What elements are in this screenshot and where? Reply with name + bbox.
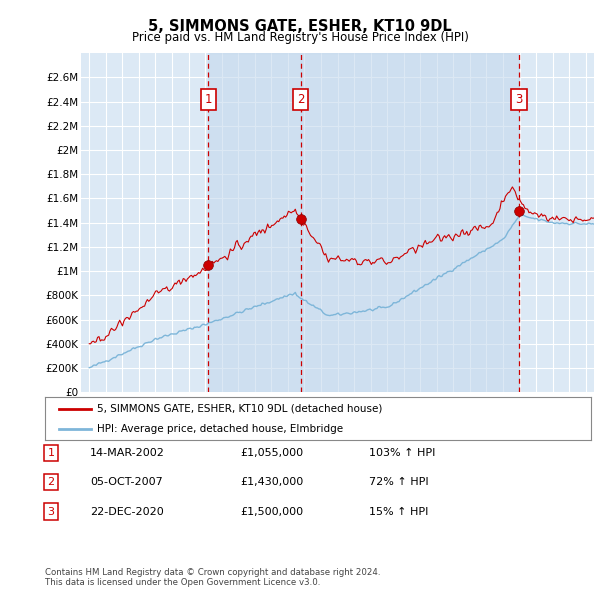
Bar xyxy=(301,53,519,392)
Text: 5, SIMMONS GATE, ESHER, KT10 9DL: 5, SIMMONS GATE, ESHER, KT10 9DL xyxy=(148,19,452,34)
Text: 1: 1 xyxy=(47,448,55,458)
Text: £1,500,000: £1,500,000 xyxy=(240,507,303,516)
Text: Contains HM Land Registry data © Crown copyright and database right 2024.
This d: Contains HM Land Registry data © Crown c… xyxy=(45,568,380,587)
Text: 15% ↑ HPI: 15% ↑ HPI xyxy=(369,507,428,516)
Text: 14-MAR-2002: 14-MAR-2002 xyxy=(90,448,165,458)
Text: 1: 1 xyxy=(205,93,212,106)
Text: 72% ↑ HPI: 72% ↑ HPI xyxy=(369,477,428,487)
Text: £1,055,000: £1,055,000 xyxy=(240,448,303,458)
Text: 5, SIMMONS GATE, ESHER, KT10 9DL (detached house): 5, SIMMONS GATE, ESHER, KT10 9DL (detach… xyxy=(97,404,382,414)
Text: £1,430,000: £1,430,000 xyxy=(240,477,303,487)
Text: 05-OCT-2007: 05-OCT-2007 xyxy=(90,477,163,487)
Text: 3: 3 xyxy=(515,93,523,106)
Text: Price paid vs. HM Land Registry's House Price Index (HPI): Price paid vs. HM Land Registry's House … xyxy=(131,31,469,44)
Text: 2: 2 xyxy=(47,477,55,487)
Bar xyxy=(208,53,301,392)
Text: 2: 2 xyxy=(297,93,304,106)
Text: 103% ↑ HPI: 103% ↑ HPI xyxy=(369,448,436,458)
Text: HPI: Average price, detached house, Elmbridge: HPI: Average price, detached house, Elmb… xyxy=(97,424,343,434)
Text: 22-DEC-2020: 22-DEC-2020 xyxy=(90,507,164,516)
Text: 3: 3 xyxy=(47,507,55,516)
